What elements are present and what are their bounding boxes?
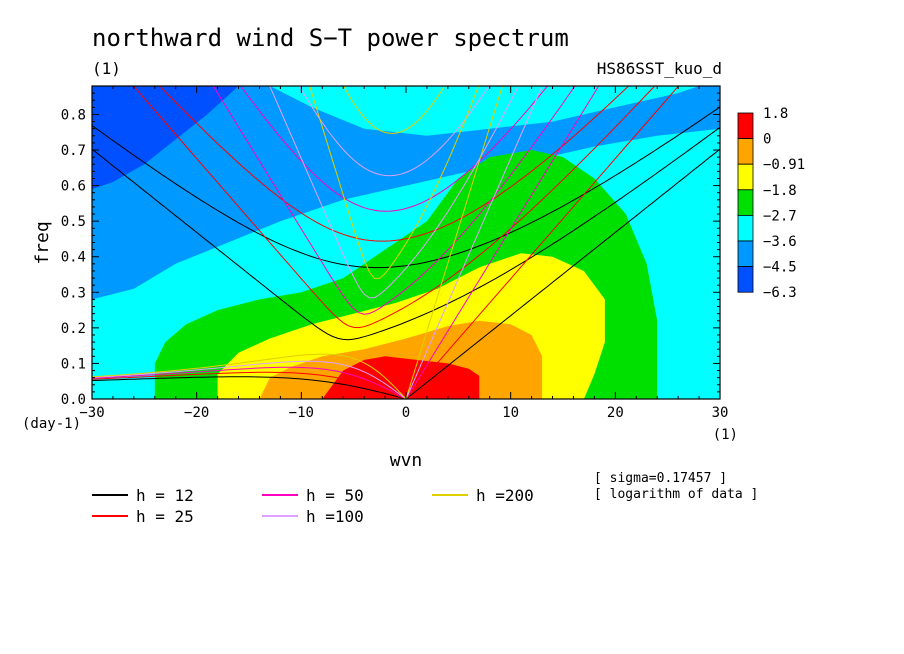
colorbar-swatch xyxy=(737,240,754,268)
dataset-label: HS86SST_kuo_d xyxy=(597,59,722,78)
y-axis-unit: (day-1) xyxy=(22,416,81,432)
colorbar-swatch xyxy=(737,112,754,140)
y-axis-ticks: 0.0 0.1 0.2 0.3 0.4 0.5 0.6 0.7 0.8 xyxy=(61,92,720,408)
kelvin-curve xyxy=(405,86,543,399)
y-tick-label: 0.1 xyxy=(61,356,86,372)
rossby-curve xyxy=(92,371,407,399)
contour-fills xyxy=(92,86,720,399)
y-tick-label: 0.3 xyxy=(61,285,86,301)
colorbar-label: −0.91 xyxy=(763,157,805,173)
x-tick-label: −30 xyxy=(79,405,104,421)
kelvin-curve xyxy=(405,86,600,399)
y-axis-label: freq xyxy=(32,221,53,264)
plot-area xyxy=(92,86,720,399)
colorbar-label: −4.5 xyxy=(763,260,797,276)
x-tick-label: 0 xyxy=(402,405,410,421)
colorbar: 1.8 0 −0.91 −1.8 −2.7 −3.6 −4.5 −6.3 xyxy=(737,106,805,301)
rossby-curve xyxy=(92,353,407,399)
x-axis-label: wvn xyxy=(390,450,423,471)
gravity-curve xyxy=(92,106,720,269)
colorbar-swatch xyxy=(737,138,754,165)
legend-label: h = 50 xyxy=(306,486,364,505)
y-tick-label: 0.7 xyxy=(61,143,86,159)
legend-label: h = 12 xyxy=(136,486,194,505)
colorbar-label: −2.7 xyxy=(763,208,797,224)
gravity-curve xyxy=(159,86,630,242)
rossby-curve xyxy=(92,376,407,399)
y-tick-label: 0.5 xyxy=(61,214,86,230)
colorbar-swatch xyxy=(737,266,754,293)
colorbar-label: 0 xyxy=(763,132,771,148)
contour-band xyxy=(92,86,720,300)
y-tick-label: 0.4 xyxy=(61,250,86,266)
contour-band xyxy=(269,86,700,136)
x-axis-ticks: −30 −20 −10 0 10 20 30 xyxy=(79,86,728,421)
y-tick-label: 0.6 xyxy=(61,179,86,195)
x-tick-label: 10 xyxy=(502,405,519,421)
chart-subtitle-left: (1) xyxy=(92,59,121,78)
x-tick-label: 20 xyxy=(607,405,624,421)
sigma-note: [ sigma=0.17457 ] xyxy=(594,471,727,486)
colorbar-label: −1.8 xyxy=(763,183,797,199)
gravity-curve xyxy=(240,86,549,212)
kelvin-curve xyxy=(405,86,680,399)
dispersion-curves xyxy=(92,86,720,399)
x-tick-label: 30 xyxy=(712,405,729,421)
rossby-curve xyxy=(92,360,407,399)
gravity-curve xyxy=(92,126,720,341)
gravity-curve xyxy=(132,86,656,329)
gravity-curve xyxy=(269,86,520,299)
colorbar-label: 1.8 xyxy=(763,106,788,122)
log-note: [ logarithm of data ] xyxy=(594,487,758,502)
y-tick-label: 0.0 xyxy=(61,392,86,408)
gravity-curve xyxy=(298,86,490,177)
y-tick-label: 0.2 xyxy=(61,321,86,337)
x-tick-label: −20 xyxy=(184,405,209,421)
colorbar-swatch xyxy=(737,189,754,216)
gravity-curve xyxy=(212,86,576,315)
colorbar-swatch xyxy=(737,214,754,242)
x-axis-unit: (1) xyxy=(713,427,738,443)
colorbar-label: −3.6 xyxy=(763,234,797,250)
legend: h = 12 h = 25 h = 50 h =100 h =200 xyxy=(92,486,534,526)
contour-band xyxy=(92,86,239,190)
kelvin-curve xyxy=(405,86,503,399)
rossby-curve xyxy=(92,366,407,399)
gravity-curve xyxy=(343,86,446,134)
chart-title: northward wind S−T power spectrum xyxy=(92,24,569,52)
gravity-curve xyxy=(309,86,480,280)
x-tick-label: −10 xyxy=(289,405,314,421)
colorbar-label: −6.3 xyxy=(763,285,797,301)
kelvin-curve xyxy=(405,148,720,399)
legend-label: h =100 xyxy=(306,507,364,526)
y-tick-label: 0.8 xyxy=(61,107,86,123)
legend-label: h =200 xyxy=(476,486,534,505)
legend-label: h = 25 xyxy=(136,507,194,526)
colorbar-swatch xyxy=(737,163,754,191)
